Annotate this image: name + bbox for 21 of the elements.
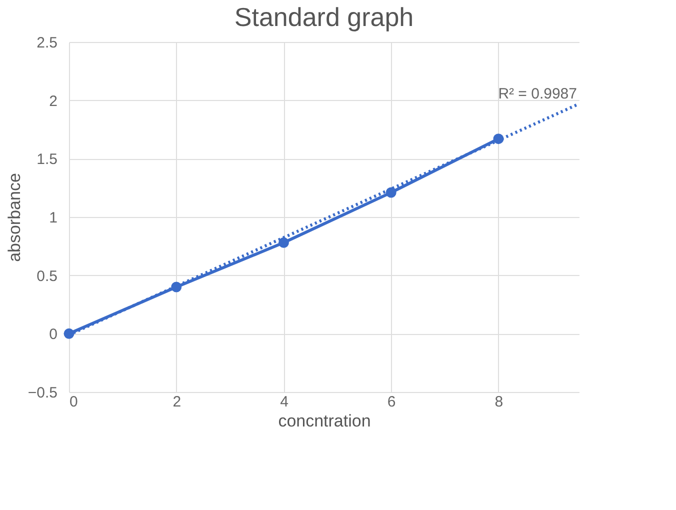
x-axis-title: concntration bbox=[278, 412, 371, 430]
x-tick-label: 6 bbox=[387, 394, 396, 410]
y-tick-label: 0.5 bbox=[36, 268, 58, 285]
y-tick-label: 1 bbox=[49, 210, 58, 226]
point bbox=[64, 328, 74, 339]
y-tick-label: −0.5 bbox=[28, 384, 58, 402]
annotation: R² = 0.9987 bbox=[498, 86, 577, 102]
chart-title: Standard graph bbox=[234, 2, 414, 32]
y-axis-title: absorbance bbox=[4, 173, 24, 262]
y-tick-label: 0 bbox=[49, 326, 58, 344]
x-tick-label: 8 bbox=[494, 394, 504, 410]
y-tick-label: 1.5 bbox=[36, 151, 58, 168]
point bbox=[493, 134, 504, 144]
y-tick-label: 2.5 bbox=[36, 34, 58, 52]
point bbox=[171, 282, 182, 292]
x-tick-label: 2 bbox=[172, 394, 182, 410]
point bbox=[386, 187, 396, 198]
point bbox=[278, 237, 289, 248]
y-tick-label: 2 bbox=[49, 92, 58, 110]
x-tick-label: 4 bbox=[280, 394, 288, 410]
x-tick-label: 0 bbox=[70, 394, 78, 410]
